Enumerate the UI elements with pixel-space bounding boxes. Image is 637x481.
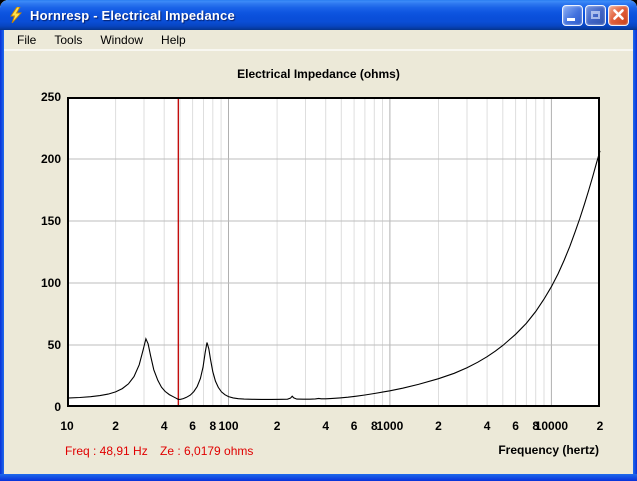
menu-bar: File Tools Window Help xyxy=(4,30,633,51)
menu-item-window[interactable]: Window xyxy=(100,32,144,47)
window-border-bottom xyxy=(0,474,637,481)
x-tick-label: 4 xyxy=(161,419,168,433)
x-tick-label: 6 xyxy=(189,419,196,433)
x-tick-label: 10000 xyxy=(535,419,569,433)
menu-item-help[interactable]: Help xyxy=(161,32,186,47)
x-tick-label: 6 xyxy=(512,419,519,433)
minimize-icon xyxy=(567,18,575,21)
plot-border xyxy=(67,97,600,407)
x-tick-label: 1000 xyxy=(377,419,404,433)
cursor-impedance-readout: Ze : 6,0179 ohms xyxy=(160,444,254,458)
title-bar[interactable]: Hornresp - Electrical Impedance xyxy=(0,0,637,30)
x-tick-label: 2 xyxy=(435,419,442,433)
x-tick-label: 2 xyxy=(597,419,604,433)
x-tick-label: 100 xyxy=(218,419,238,433)
impedance-curve xyxy=(66,150,601,400)
x-tick-label: 8 xyxy=(209,419,216,433)
y-tick-label: 50 xyxy=(48,338,62,352)
maximize-icon xyxy=(591,11,600,19)
lightning-bolt-icon xyxy=(8,6,24,24)
close-button[interactable] xyxy=(608,5,629,26)
y-tick-label: 150 xyxy=(41,214,61,228)
y-tick-label: 0 xyxy=(54,400,61,414)
menu-item-file[interactable]: File xyxy=(17,32,37,47)
plot-background xyxy=(67,97,600,407)
x-tick-label: 10 xyxy=(60,419,74,433)
window-border-right xyxy=(633,28,637,481)
menu-item-tools[interactable]: Tools xyxy=(54,32,83,47)
x-tick-label: 8 xyxy=(532,419,539,433)
x-tick-label: 2 xyxy=(274,419,281,433)
y-tick-label: 250 xyxy=(41,90,61,104)
chart-title: Electrical Impedance (ohms) xyxy=(237,67,400,81)
minimize-button[interactable] xyxy=(562,5,583,26)
close-icon xyxy=(613,9,624,20)
window-border-left xyxy=(0,28,4,481)
cursor-frequency-readout: Freq : 48,91 Hz xyxy=(65,444,148,458)
x-axis-title: Frequency (hertz) xyxy=(498,443,599,457)
window-controls xyxy=(562,5,629,26)
x-tick-label: 4 xyxy=(484,419,491,433)
x-tick-label: 2 xyxy=(112,419,119,433)
y-tick-label: 100 xyxy=(41,276,61,290)
x-tick-label: 8 xyxy=(371,419,378,433)
y-tick-label: 200 xyxy=(41,152,61,166)
maximize-button[interactable] xyxy=(585,5,606,26)
x-tick-label: 4 xyxy=(322,419,329,433)
window-title: Hornresp - Electrical Impedance xyxy=(30,7,235,23)
x-tick-label: 6 xyxy=(351,419,358,433)
